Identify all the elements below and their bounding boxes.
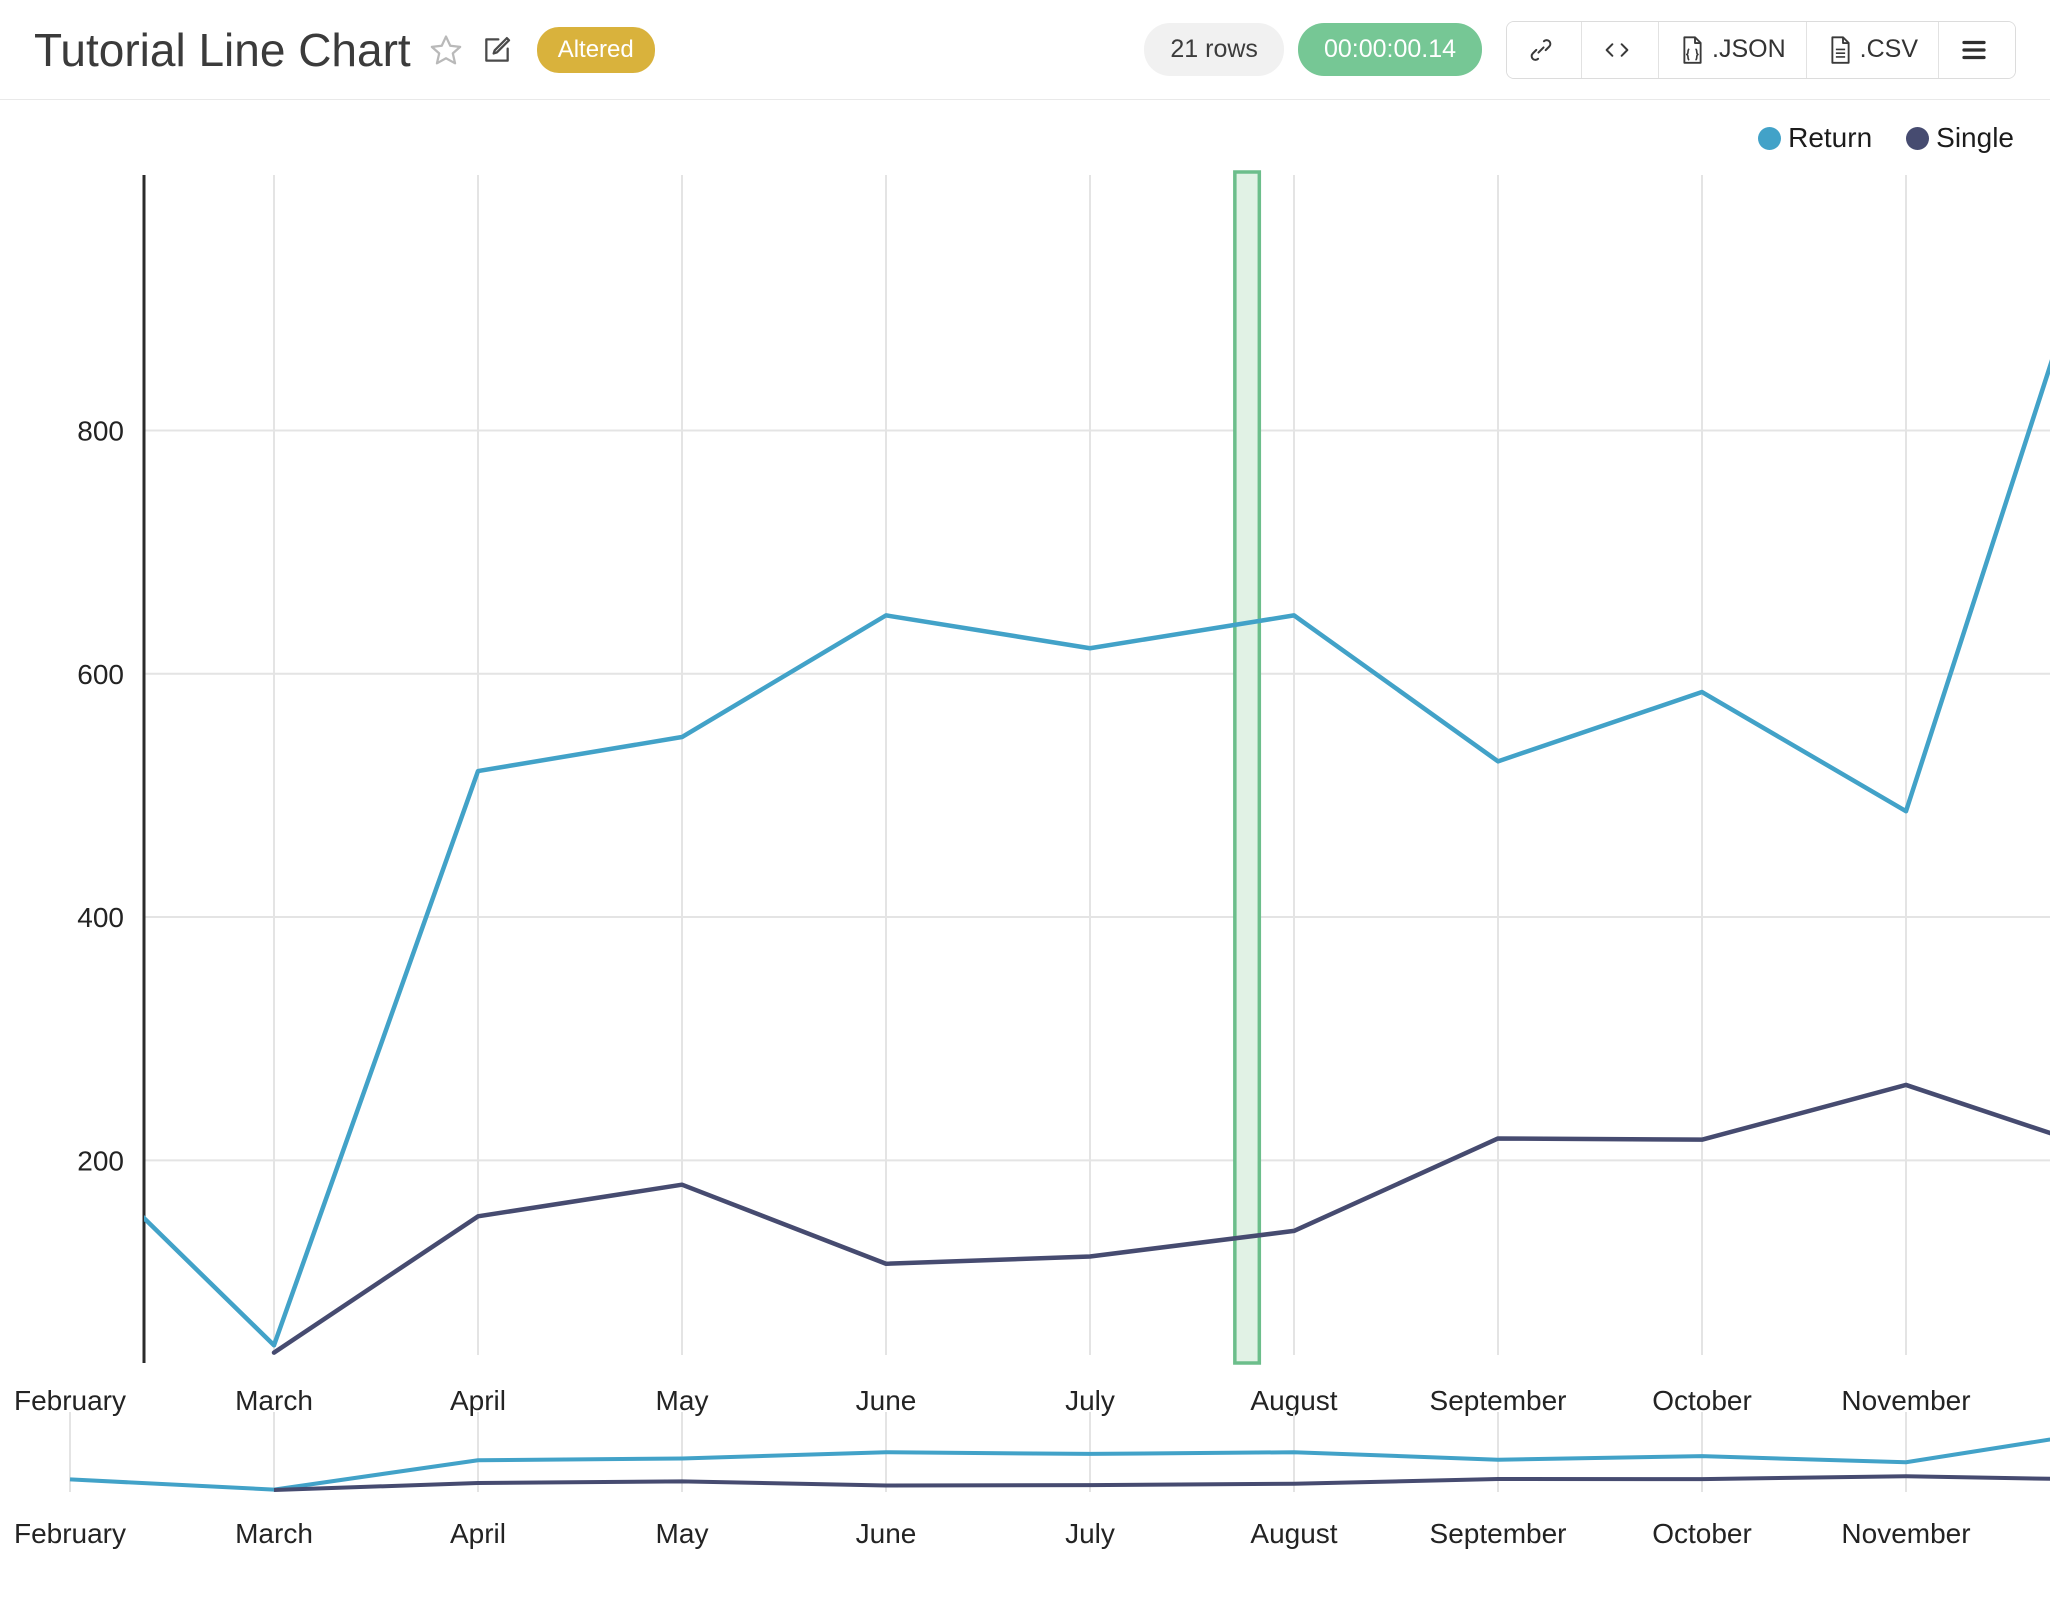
x-axis-tick-label: March <box>235 1385 313 1416</box>
x-axis-tick-label: September <box>1430 1385 1567 1416</box>
download-csv-button-label: .CSV <box>1859 35 1918 63</box>
action-button-group: .JSON .CSV <box>1506 20 2016 79</box>
legend-item-return[interactable]: Return <box>1758 122 1872 154</box>
y-axis-tick-label: 800 <box>77 415 124 446</box>
navigator-x-axis-tick-label: August <box>1250 1518 1337 1549</box>
y-axis-tick-label: 600 <box>77 659 124 690</box>
legend-label: Return <box>1788 122 1873 153</box>
x-axis-tick-label: November <box>1841 1385 1970 1416</box>
x-axis-tick-label: April <box>450 1385 506 1416</box>
navigator-x-axis-tick-label: September <box>1430 1518 1567 1549</box>
status-badge: Altered <box>536 26 655 73</box>
legend-label: Single <box>1936 122 2014 153</box>
navigator-x-axis-tick-label: April <box>450 1518 506 1549</box>
y-axis-tick-label: 200 <box>77 1145 124 1176</box>
page-title: Tutorial Line Chart <box>34 23 411 76</box>
series-line-single[interactable] <box>271 1082 2050 1355</box>
legend-color-swatch <box>1758 126 1782 150</box>
y-axis-tick-label: 400 <box>77 902 124 933</box>
title-group: Tutorial Line Chart Altered <box>34 23 655 77</box>
chart-legend: Return Single <box>1758 122 2014 154</box>
x-axis-tick-label: June <box>856 1385 917 1416</box>
link-icon <box>1527 36 1555 64</box>
range-selection-band[interactable] <box>1234 172 1260 1363</box>
edit-pencil-icon[interactable] <box>481 34 513 66</box>
navigator-x-axis-tick-label: October <box>1652 1518 1752 1549</box>
legend-item-single[interactable]: Single <box>1906 122 2014 154</box>
navigator-x-axis-tick-label: March <box>235 1518 313 1549</box>
row-count-badge: 21 rows <box>1144 23 1284 76</box>
embed-code-button[interactable] <box>1582 21 1660 78</box>
navigator-line-return[interactable] <box>69 1430 2050 1492</box>
navigator-x-axis-tick-label: February <box>14 1518 126 1549</box>
x-axis-tick-label: August <box>1250 1385 1337 1416</box>
link-button[interactable] <box>1507 21 1583 78</box>
file-csv-icon <box>1827 35 1854 65</box>
navigator-x-axis-tick-label: November <box>1841 1518 1970 1549</box>
x-axis-tick-label: May <box>656 1385 709 1416</box>
navigator-x-axis-tick-label: July <box>1065 1518 1115 1549</box>
header-toolbar: 21 rows 00:00:00.14 <box>1144 20 2016 79</box>
navigator-x-axis-tick-label: May <box>656 1518 709 1549</box>
app-header: Tutorial Line Chart Altered 21 rows 00:0… <box>0 0 2050 100</box>
menu-button[interactable] <box>1939 21 2015 78</box>
download-json-button[interactable]: .JSON <box>1659 21 1807 78</box>
range-selection-band-border[interactable] <box>1233 170 1262 1365</box>
hamburger-icon <box>1959 37 1989 63</box>
x-axis-tick-label: October <box>1652 1385 1752 1416</box>
x-axis-tick-label: July <box>1065 1385 1115 1416</box>
x-axis-tick-label: February <box>14 1385 126 1416</box>
navigator-x-axis-tick-label: June <box>856 1518 917 1549</box>
download-json-button-label: .JSON <box>1712 35 1786 63</box>
star-icon[interactable] <box>429 33 463 67</box>
legend-color-swatch <box>1906 126 1930 150</box>
navigator-line-single[interactable] <box>273 1474 2050 1492</box>
series-line-return[interactable] <box>70 181 2050 1348</box>
file-json-icon <box>1679 35 1706 65</box>
code-icon <box>1602 36 1632 64</box>
query-timer-badge: 00:00:00.14 <box>1297 23 1483 76</box>
line-chart-plot[interactable]: 200 400 600 800 February March April May June Jul… <box>0 100 2050 1598</box>
download-csv-button[interactable]: .CSV <box>1806 21 1939 78</box>
chart-container: Return Single 200 400 600 800 February March A… <box>0 100 2050 1598</box>
